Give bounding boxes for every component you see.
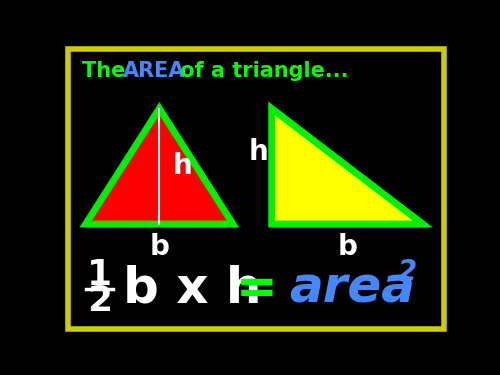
Text: The: The xyxy=(82,61,132,81)
Text: 1: 1 xyxy=(87,258,112,291)
Text: h: h xyxy=(248,138,268,166)
Text: b: b xyxy=(150,233,170,261)
Text: =: = xyxy=(236,265,277,313)
Text: AREA: AREA xyxy=(122,61,185,81)
Text: h: h xyxy=(173,152,193,180)
Text: 2: 2 xyxy=(87,284,112,318)
Polygon shape xyxy=(272,108,423,224)
Text: b: b xyxy=(338,233,357,261)
Text: area: area xyxy=(289,265,415,313)
Text: of a triangle...: of a triangle... xyxy=(173,61,348,81)
Polygon shape xyxy=(86,108,233,224)
Text: b x h: b x h xyxy=(122,265,261,313)
Text: 2: 2 xyxy=(398,258,417,286)
